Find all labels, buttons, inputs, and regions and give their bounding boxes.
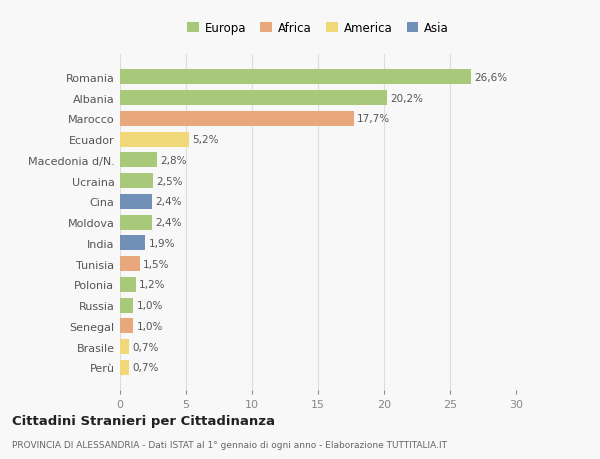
Bar [120,174,153,189]
Text: 1,9%: 1,9% [148,238,175,248]
Bar [120,132,188,147]
Bar [120,153,157,168]
Bar [120,70,471,85]
Bar [120,298,133,313]
Text: 20,2%: 20,2% [390,94,423,103]
Text: 0,7%: 0,7% [133,342,159,352]
Text: 1,0%: 1,0% [137,300,163,310]
Text: 1,0%: 1,0% [137,321,163,331]
Bar [120,360,129,375]
Text: 2,4%: 2,4% [155,197,181,207]
Bar [120,112,353,127]
Bar [120,215,152,230]
Legend: Europa, Africa, America, Asia: Europa, Africa, America, Asia [182,17,454,40]
Text: Cittadini Stranieri per Cittadinanza: Cittadini Stranieri per Cittadinanza [12,414,275,428]
Bar [120,195,152,209]
Text: 5,2%: 5,2% [192,135,218,145]
Text: 2,5%: 2,5% [156,176,183,186]
Bar [120,277,136,292]
Text: 1,2%: 1,2% [139,280,166,290]
Text: 0,7%: 0,7% [133,363,159,372]
Text: PROVINCIA DI ALESSANDRIA - Dati ISTAT al 1° gennaio di ogni anno - Elaborazione : PROVINCIA DI ALESSANDRIA - Dati ISTAT al… [12,441,447,449]
Bar [120,339,129,354]
Text: 17,7%: 17,7% [357,114,390,124]
Bar [120,319,133,334]
Text: 1,5%: 1,5% [143,259,170,269]
Bar [120,236,145,251]
Bar [120,91,386,106]
Text: 2,4%: 2,4% [155,218,181,228]
Text: 2,8%: 2,8% [160,156,187,166]
Text: 26,6%: 26,6% [475,73,508,83]
Bar [120,257,140,271]
